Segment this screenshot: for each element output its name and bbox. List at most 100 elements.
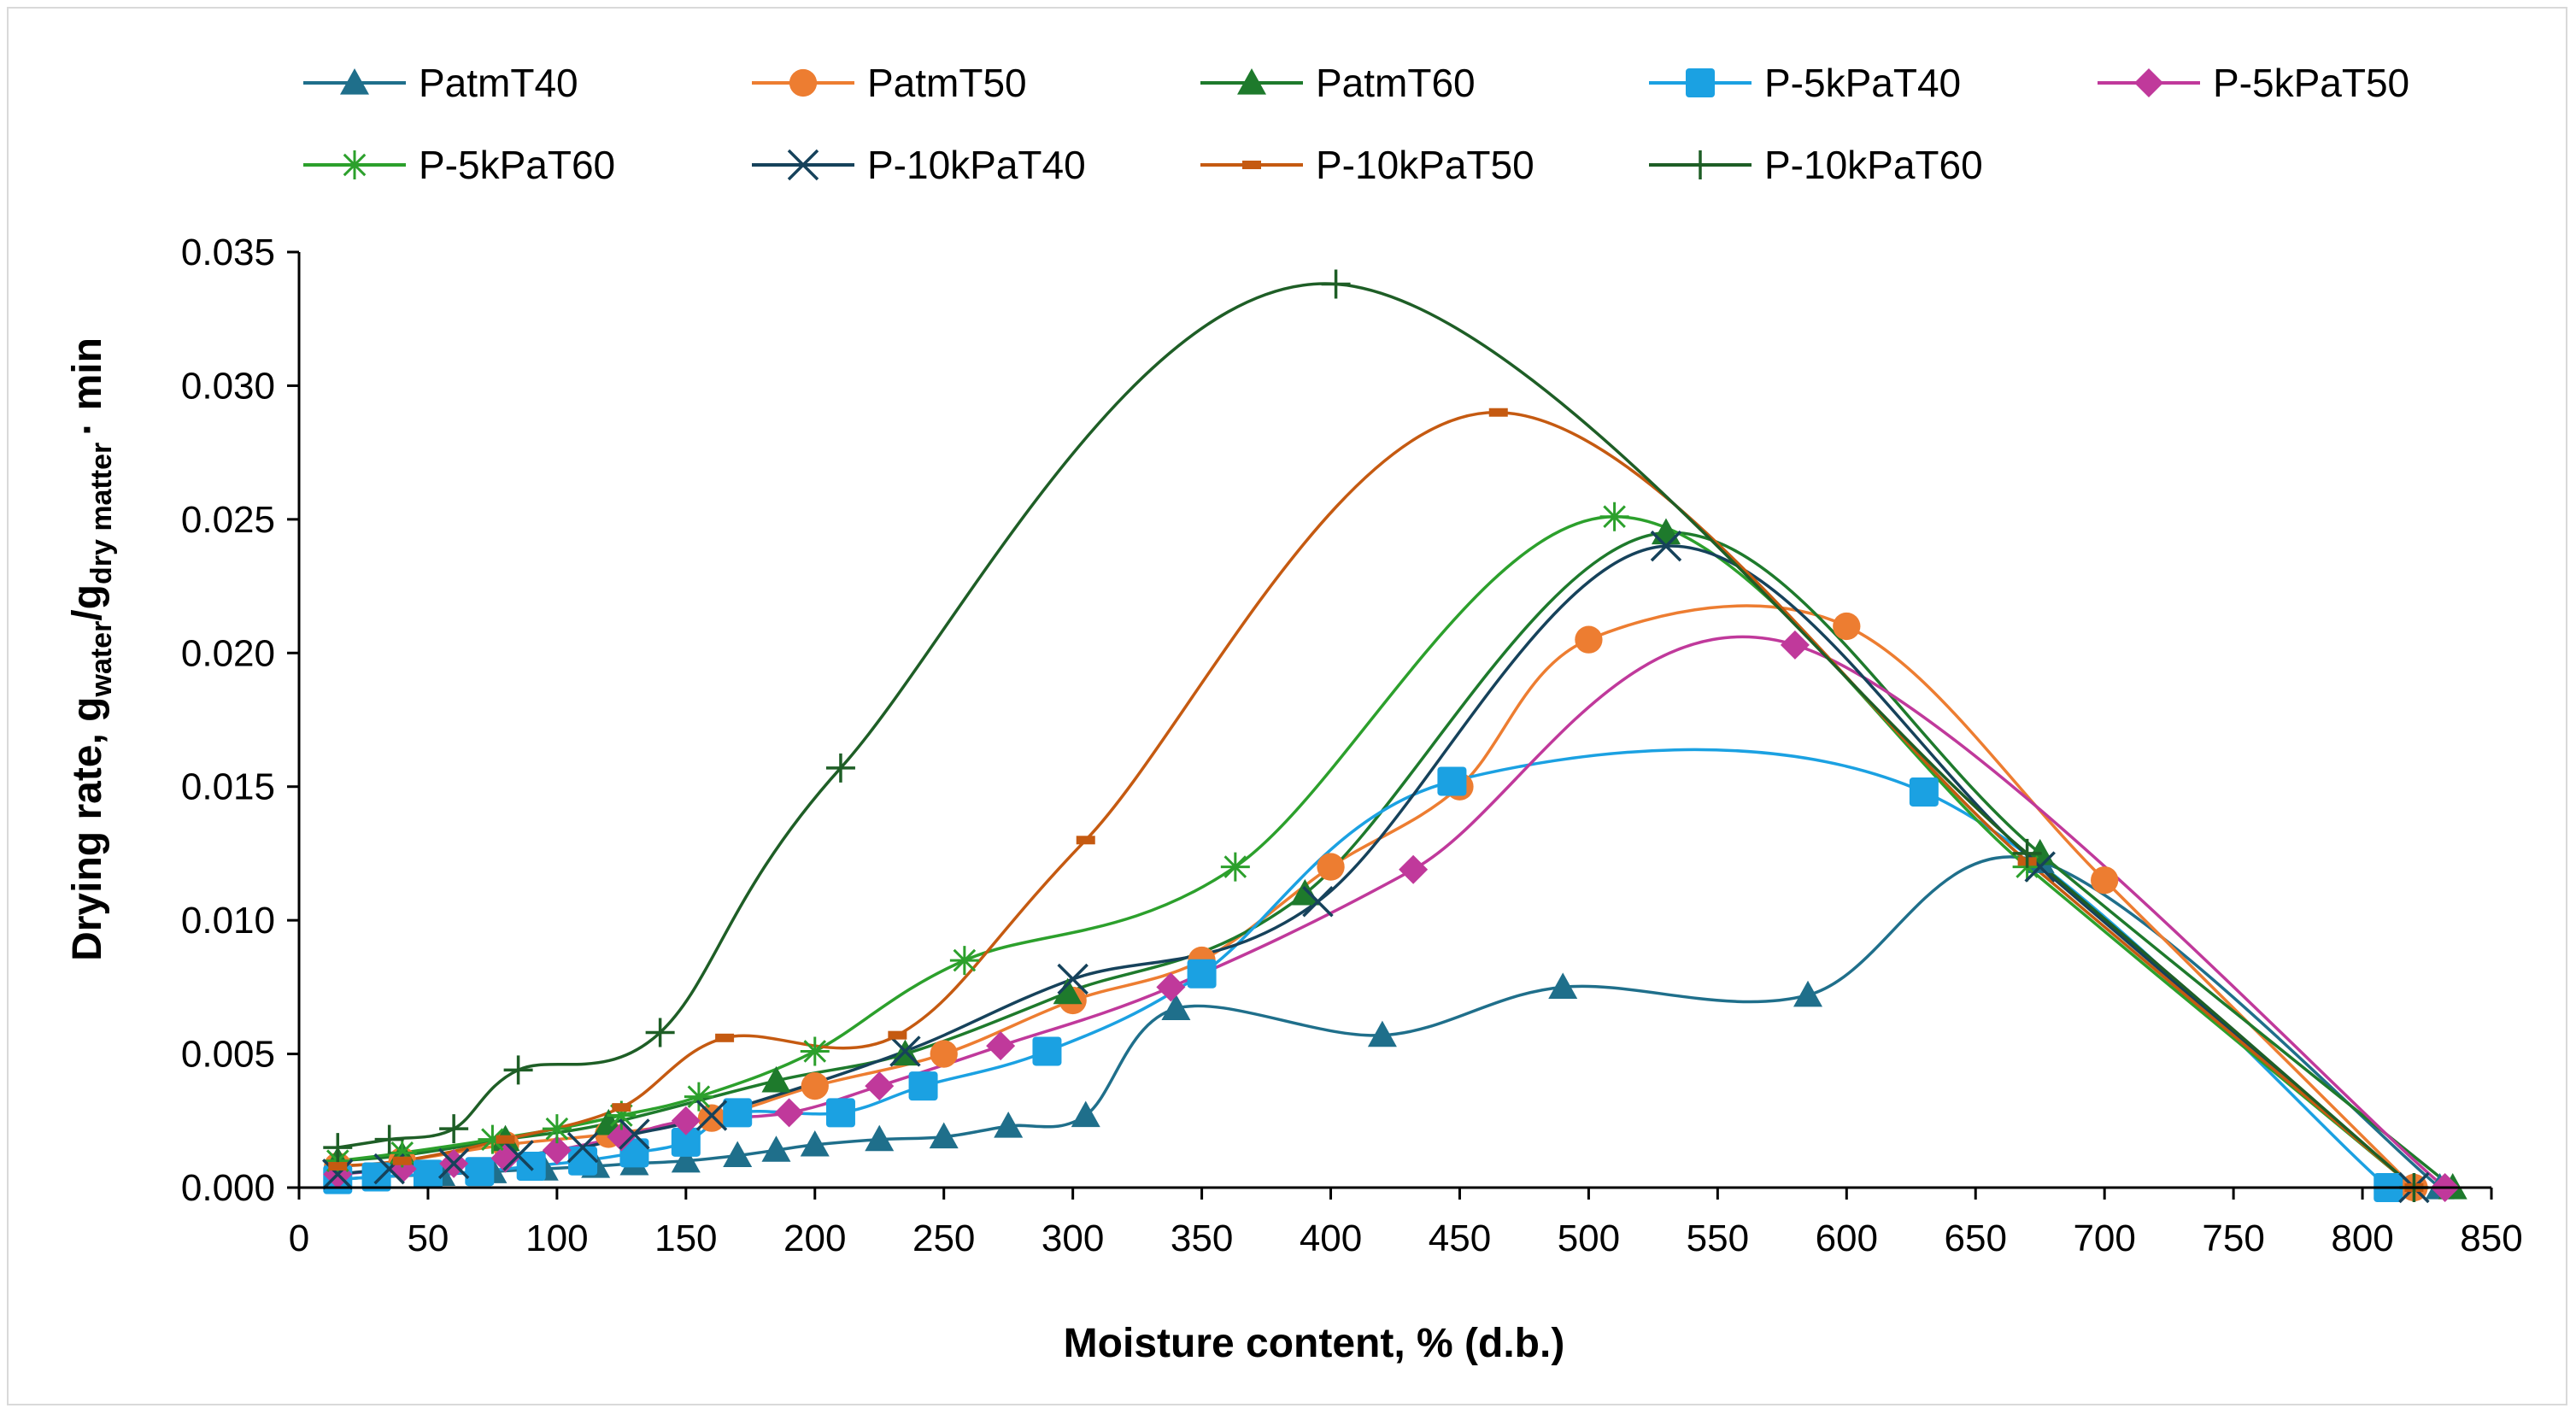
data-point-P-10kPaT40 [1057, 963, 1088, 995]
legend-marker [787, 149, 819, 181]
data-point-P-10kPaT60 [825, 753, 855, 783]
legend-item-P-5kPaT50: P-5kPaT50 [2098, 61, 2409, 105]
data-point-P-5kPaT40 [908, 1071, 938, 1101]
data-point-PatmT60 [761, 1065, 791, 1093]
legend-label: P-5kPaT50 [2213, 61, 2409, 105]
data-point-P-10kPaT40 [2024, 851, 2056, 883]
legend-label: PatmT50 [867, 61, 1027, 105]
data-point-P-5kPaT50 [1399, 854, 1429, 884]
x-tick-label: 300 [1042, 1217, 1104, 1259]
data-point-P-10kPaT50 [496, 1135, 515, 1144]
y-tick-label: 0.030 [181, 365, 275, 407]
data-point-PatmT40 [723, 1141, 753, 1168]
x-tick-label: 550 [1687, 1217, 1749, 1259]
data-point-P-5kPaT40 [1909, 777, 1939, 807]
legend-item-P-10kPaT60: P-10kPaT60 [1649, 143, 1983, 187]
legend-item-PatmT60: PatmT60 [1200, 61, 1476, 105]
data-point-P-10kPaT60 [323, 1133, 353, 1163]
y-axis-title-sub2: dry matter [85, 443, 118, 584]
x-tick-label: 200 [783, 1217, 846, 1259]
series-line-P-10kPaT60 [337, 282, 2415, 1189]
data-point-P-10kPaT40 [1650, 530, 1682, 562]
data-point-P-5kPaT50 [671, 1106, 701, 1135]
y-tick-label: 0.010 [181, 900, 275, 942]
data-point-P-5kPaT40 [723, 1098, 753, 1128]
y-axis-title: Drying rate, gwater/gdry matter · min [65, 337, 118, 961]
legend-marker [340, 150, 369, 179]
y-axis-title-main: Drying rate, g [65, 697, 110, 961]
legend-label: P-5kPaT40 [1764, 61, 1961, 105]
data-point-P-5kPaT50 [1156, 972, 1186, 1002]
data-point-P-10kPaT50 [1076, 836, 1095, 845]
data-point-P-5kPaT40 [825, 1098, 855, 1128]
series-line-P-10kPaT50 [337, 410, 2415, 1189]
axes: 0 50 100 150 200 250 300 350 400 450 500 550 600 650 7… [181, 232, 2523, 1259]
data-point-P-5kPaT60 [949, 946, 979, 976]
data-point-P-5kPaT50 [986, 1031, 1016, 1061]
data-point-P-10kPaT60 [439, 1114, 469, 1144]
x-axis-title: Moisture content, % (d.b.) [1064, 1321, 1565, 1366]
data-point-P-5kPaT60 [478, 1124, 508, 1154]
data-point-P-10kPaT50 [715, 1033, 735, 1042]
y-tick-label: 0.035 [181, 232, 275, 273]
x-tick-label: 450 [1429, 1217, 1491, 1259]
data-point-PatmT40 [1071, 1100, 1100, 1128]
x-tick-label: 800 [2331, 1217, 2393, 1259]
data-point-P-10kPaT40 [502, 1140, 534, 1171]
x-tick-label: 400 [1300, 1217, 1362, 1259]
x-tick-label: 750 [2202, 1217, 2264, 1259]
data-point-P-10kPaT40 [322, 1159, 354, 1190]
data-point-P-10kPaT50 [612, 1103, 631, 1112]
data-point-P-10kPaT60 [503, 1055, 533, 1085]
legend-label: P-10kPaT40 [867, 143, 1086, 187]
legend-item-P-10kPaT50: P-10kPaT50 [1200, 143, 1534, 187]
data-point-P-5kPaT40 [671, 1127, 701, 1157]
data-point-PatmT50 [1317, 853, 1345, 881]
x-tick-label: 650 [1945, 1217, 2007, 1259]
data-point-P-10kPaT40 [1302, 886, 1334, 918]
legend-item-PatmT40: PatmT40 [303, 61, 578, 105]
data-point-P-5kPaT40 [1187, 959, 1217, 989]
y-axis-title-sub1: water [85, 621, 118, 698]
data-point-PatmT50 [930, 1040, 958, 1068]
data-point-P-10kPaT40 [889, 1036, 921, 1067]
data-point-P-10kPaT50 [1488, 408, 1508, 417]
y-axis-title-tail: · min [65, 337, 110, 436]
data-point-P-10kPaT40 [695, 1100, 728, 1131]
data-point-PatmT40 [994, 1112, 1024, 1138]
x-tick-label: 0 [289, 1217, 309, 1259]
data-point-P-5kPaT60 [542, 1114, 572, 1144]
legend-item-PatmT50: PatmT50 [752, 61, 1027, 105]
data-point-P-5kPaT60 [800, 1036, 830, 1066]
legend-label: P-5kPaT60 [419, 143, 615, 187]
x-tick-label: 350 [1171, 1217, 1233, 1259]
data-point-PatmT50 [801, 1071, 829, 1100]
legend-label: PatmT60 [1316, 61, 1476, 105]
y-tick-label: 0.000 [181, 1167, 275, 1209]
legend-item-P-5kPaT60: P-5kPaT60 [303, 143, 615, 187]
y-axis-title-mid: /g [65, 584, 110, 621]
data-point-P-10kPaT50 [888, 1030, 907, 1040]
data-point-PatmT50 [2091, 866, 2119, 895]
series-markers [322, 269, 2467, 1204]
data-point-P-5kPaT50 [774, 1098, 804, 1128]
data-point-PatmT40 [929, 1122, 959, 1149]
data-point-P-10kPaT60 [1321, 269, 1351, 299]
y-tick-label: 0.025 [181, 499, 275, 541]
data-point-P-5kPaT40 [1437, 766, 1467, 796]
y-tick-label: 0.005 [181, 1034, 275, 1076]
data-point-P-10kPaT60 [645, 1018, 675, 1047]
data-point-P-5kPaT60 [684, 1082, 713, 1112]
data-point-PatmT40 [1161, 994, 1191, 1020]
data-point-PatmT40 [1367, 1020, 1397, 1047]
data-point-P-10kPaT60 [2012, 838, 2042, 868]
data-point-PatmT40 [800, 1129, 830, 1157]
chart-frame [7, 7, 2567, 1405]
legend-item-P-5kPaT40: P-5kPaT40 [1649, 61, 1961, 105]
x-tick-label: 850 [2460, 1217, 2522, 1259]
x-tick-label: 250 [912, 1217, 975, 1259]
data-point-P-10kPaT50 [392, 1156, 412, 1165]
data-point-PatmT50 [1833, 612, 1861, 641]
data-point-PatmT40 [761, 1135, 791, 1162]
